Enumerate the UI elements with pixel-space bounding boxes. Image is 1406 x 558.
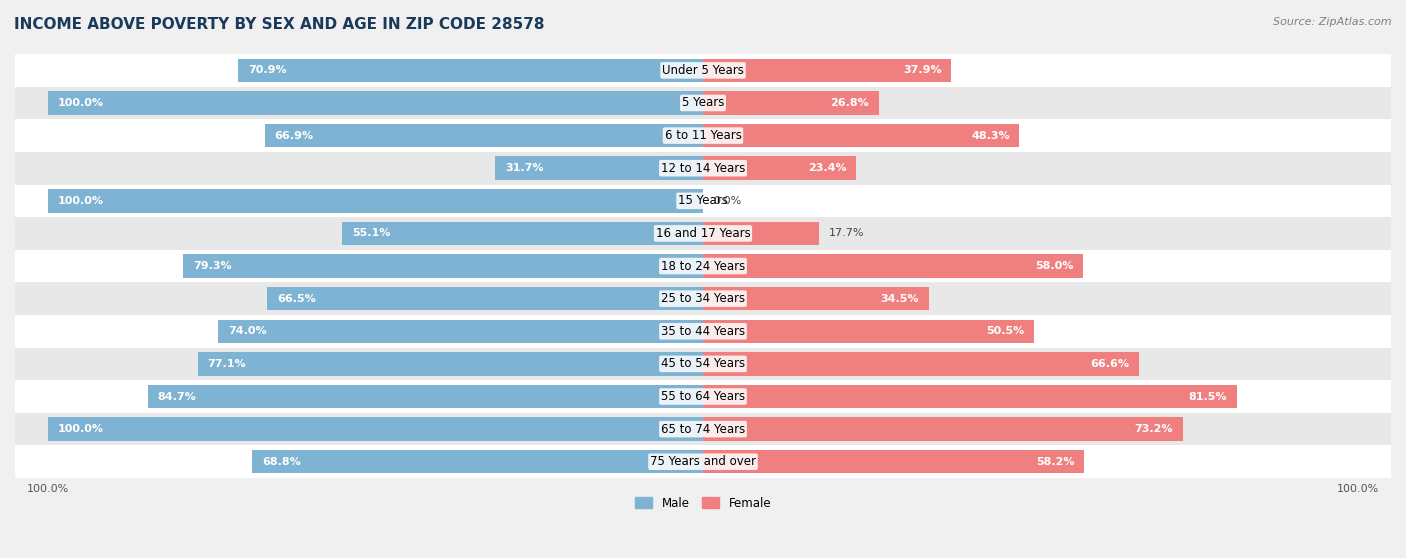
Text: 84.7%: 84.7%: [157, 392, 197, 402]
Legend: Male, Female: Male, Female: [630, 492, 776, 514]
Text: INCOME ABOVE POVERTY BY SEX AND AGE IN ZIP CODE 28578: INCOME ABOVE POVERTY BY SEX AND AGE IN Z…: [14, 17, 544, 32]
Text: 81.5%: 81.5%: [1188, 392, 1227, 402]
Bar: [703, 59, 952, 82]
Text: 100.0%: 100.0%: [58, 424, 104, 434]
Text: 26.8%: 26.8%: [830, 98, 869, 108]
Bar: [703, 156, 856, 180]
Bar: [48, 417, 703, 441]
Bar: [148, 385, 703, 408]
Text: 18 to 24 Years: 18 to 24 Years: [661, 259, 745, 272]
Bar: [15, 282, 1391, 315]
Text: Source: ZipAtlas.com: Source: ZipAtlas.com: [1274, 17, 1392, 27]
Bar: [703, 450, 1084, 474]
Text: 48.3%: 48.3%: [972, 131, 1010, 141]
Bar: [15, 185, 1391, 217]
Text: 79.3%: 79.3%: [193, 261, 232, 271]
Bar: [703, 254, 1083, 278]
Bar: [703, 385, 1237, 408]
Text: 0.0%: 0.0%: [713, 196, 741, 206]
Text: 31.7%: 31.7%: [505, 163, 544, 173]
Bar: [703, 222, 818, 245]
Text: 68.8%: 68.8%: [262, 457, 301, 466]
Bar: [264, 124, 703, 147]
Bar: [703, 320, 1033, 343]
Bar: [48, 189, 703, 213]
Text: 25 to 34 Years: 25 to 34 Years: [661, 292, 745, 305]
Bar: [15, 413, 1391, 445]
Text: 45 to 54 Years: 45 to 54 Years: [661, 357, 745, 371]
Text: 17.7%: 17.7%: [828, 228, 865, 238]
Bar: [239, 59, 703, 82]
Bar: [15, 380, 1391, 413]
Bar: [15, 119, 1391, 152]
Text: 16 and 17 Years: 16 and 17 Years: [655, 227, 751, 240]
Text: 34.5%: 34.5%: [880, 294, 920, 304]
Text: 73.2%: 73.2%: [1135, 424, 1173, 434]
Text: 58.2%: 58.2%: [1036, 457, 1074, 466]
Bar: [48, 92, 703, 115]
Bar: [703, 417, 1182, 441]
Text: 70.9%: 70.9%: [249, 65, 287, 75]
Text: Under 5 Years: Under 5 Years: [662, 64, 744, 77]
Text: 12 to 14 Years: 12 to 14 Years: [661, 162, 745, 175]
Text: 66.9%: 66.9%: [274, 131, 314, 141]
Text: 100.0%: 100.0%: [58, 98, 104, 108]
Bar: [703, 287, 929, 310]
Bar: [15, 315, 1391, 348]
Bar: [342, 222, 703, 245]
Bar: [252, 450, 703, 474]
Text: 15 Years: 15 Years: [678, 194, 728, 208]
Text: 75 Years and over: 75 Years and over: [650, 455, 756, 468]
Bar: [703, 92, 879, 115]
Text: 35 to 44 Years: 35 to 44 Years: [661, 325, 745, 338]
Bar: [15, 445, 1391, 478]
Text: 100.0%: 100.0%: [58, 196, 104, 206]
Bar: [15, 348, 1391, 380]
Text: 55.1%: 55.1%: [352, 228, 391, 238]
Text: 55 to 64 Years: 55 to 64 Years: [661, 390, 745, 403]
Text: 66.5%: 66.5%: [277, 294, 316, 304]
Text: 74.0%: 74.0%: [228, 326, 267, 336]
Text: 6 to 11 Years: 6 to 11 Years: [665, 129, 741, 142]
Text: 50.5%: 50.5%: [986, 326, 1024, 336]
Bar: [218, 320, 703, 343]
Text: 58.0%: 58.0%: [1035, 261, 1073, 271]
Bar: [703, 352, 1139, 376]
Bar: [15, 217, 1391, 250]
Bar: [198, 352, 703, 376]
Bar: [183, 254, 703, 278]
Text: 66.6%: 66.6%: [1091, 359, 1129, 369]
Bar: [15, 54, 1391, 86]
Bar: [495, 156, 703, 180]
Text: 77.1%: 77.1%: [208, 359, 246, 369]
Bar: [15, 86, 1391, 119]
Text: 23.4%: 23.4%: [808, 163, 846, 173]
Bar: [267, 287, 703, 310]
Text: 65 to 74 Years: 65 to 74 Years: [661, 422, 745, 436]
Text: 5 Years: 5 Years: [682, 97, 724, 109]
Bar: [703, 124, 1019, 147]
Text: 37.9%: 37.9%: [903, 65, 942, 75]
Bar: [15, 250, 1391, 282]
Bar: [15, 152, 1391, 185]
